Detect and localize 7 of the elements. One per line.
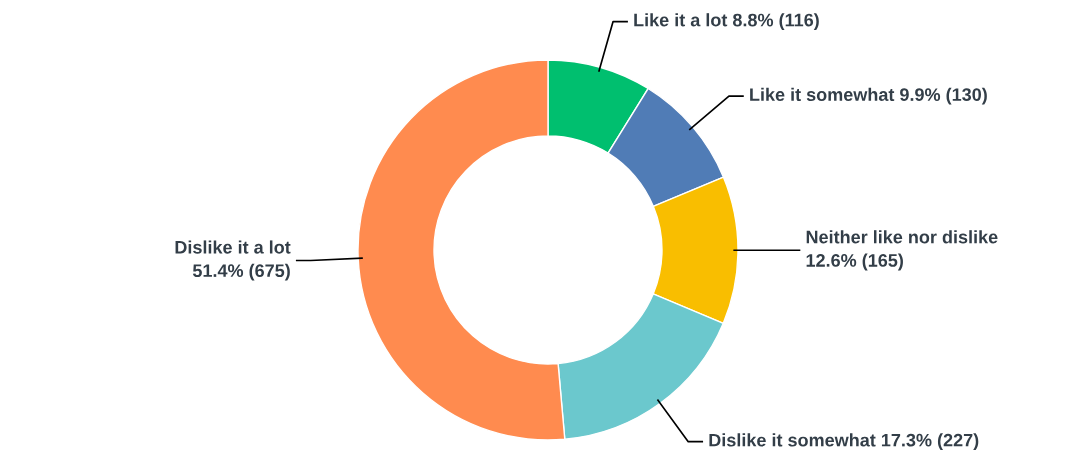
slice-label: Like it a lot 8.8% (116) [634, 13, 819, 30]
data-label: 12.6% (165) [806, 253, 903, 271]
slice-label: Dislike it somewhat 17.3% (227) [709, 433, 979, 451]
slice-label: Like it somewhat 9.9% (130) [750, 87, 987, 105]
slice-label: Neither like nor dislike [806, 230, 998, 244]
data-label: 51.4% (675) [192, 263, 290, 281]
slice-label: Dislike it a lot [175, 240, 291, 254]
